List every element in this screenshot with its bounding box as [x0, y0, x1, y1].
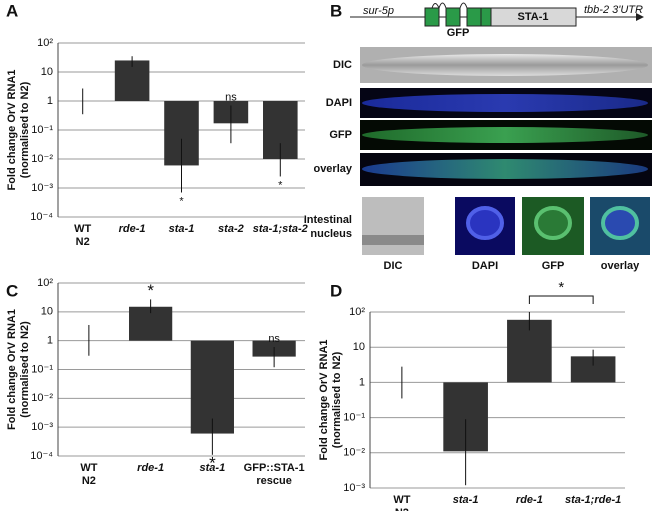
x-tick-label: sta-1;rde-1: [565, 494, 621, 506]
x-tick-label: WT: [80, 462, 97, 474]
x-tick-label: GFP::STA-1: [244, 462, 305, 474]
panel-letter: C: [6, 281, 18, 300]
y-tick-label: 10⁻¹: [31, 124, 53, 136]
x-tick-label: rde-1: [119, 223, 146, 235]
y-axis-label: (normalised to N2): [19, 321, 31, 418]
comparison-label: *: [558, 279, 564, 296]
x-tick-label: rde-1: [516, 494, 543, 506]
bar: [190, 340, 234, 434]
worm: [362, 54, 648, 76]
y-tick-label: 10²: [37, 277, 53, 289]
significance-label: *: [209, 453, 216, 472]
y-tick-label: 10²: [37, 37, 53, 49]
x-tick-label: N2: [76, 236, 90, 248]
x-tick-label: sta-1;sta-2: [253, 223, 308, 235]
y-tick-label: 1: [47, 95, 53, 107]
bar: [114, 60, 150, 101]
x-tick-label: sta-2: [218, 223, 244, 235]
x-tick-label: WT: [393, 494, 410, 506]
exon: [445, 7, 461, 27]
y-tick-label: 10: [41, 66, 53, 78]
row-label: overlay: [313, 163, 352, 175]
tag-label: GFP: [447, 27, 470, 39]
y-tick-label: 1: [359, 376, 365, 388]
x-tick-label: N2: [395, 507, 409, 511]
x-tick-label: sta-1: [453, 494, 479, 506]
x-tick-label: N2: [82, 475, 96, 487]
y-tick-label: 10⁻²: [31, 153, 53, 165]
y-axis-label: Fold change OrV RNA1: [318, 339, 330, 460]
x-tick-label: rde-1: [137, 462, 164, 474]
y-axis-label: (normalised to N2): [19, 81, 31, 178]
x-tick-label: sta-1: [200, 462, 226, 474]
x-tick-label: WT: [74, 223, 91, 235]
panel-letter: D: [330, 281, 342, 300]
nucleus-panel-label: GFP: [542, 260, 565, 272]
panel-letter: A: [6, 1, 18, 20]
y-tick-label: 10⁻²: [31, 392, 53, 404]
significance-label: *: [278, 179, 283, 191]
nucleus: [601, 206, 639, 240]
worm: [362, 94, 648, 112]
intron: [431, 2, 468, 9]
y-tick-label: 10: [353, 341, 365, 353]
nucleus-dic-detail: [362, 235, 424, 245]
exon: [480, 7, 492, 27]
y-tick-label: 10⁻³: [31, 182, 53, 194]
y-tick-label: 10⁻¹: [343, 412, 365, 424]
exon: [466, 7, 482, 27]
worm: [362, 127, 648, 143]
x-tick-label: sta-1: [169, 223, 195, 235]
y-tick-label: 10⁻³: [343, 482, 365, 494]
x-tick-label: rescue: [256, 475, 291, 487]
comparison-bracket: [528, 295, 594, 304]
y-tick-label: 10⁻²: [343, 447, 365, 459]
significance-label: *: [179, 195, 184, 207]
y-tick-label: 10⁻³: [31, 421, 53, 433]
arrow-head: [636, 13, 644, 21]
nucleus-panel-label: overlay: [601, 260, 640, 272]
nucleus: [534, 206, 572, 240]
promoter-label: sur-5p: [363, 5, 394, 17]
y-tick-label: 10²: [349, 306, 365, 318]
y-tick-label: 10⁻⁴: [30, 211, 53, 223]
row-label: DIC: [333, 59, 352, 71]
y-axis-label: Fold change OrV RNA1: [6, 69, 18, 190]
exon: [424, 7, 440, 27]
nucleus-panel-label: DAPI: [472, 260, 498, 272]
y-tick-label: 10⁻¹: [31, 363, 53, 375]
nucleus: [466, 206, 504, 240]
row-label: GFP: [329, 129, 352, 141]
gene-box: [490, 7, 577, 27]
y-axis-label: (normalised to N2): [331, 351, 343, 448]
significance-label: *: [147, 281, 154, 300]
gene-label: STA-1: [518, 11, 549, 23]
row-label: DAPI: [326, 97, 352, 109]
significance-label: ns: [268, 333, 280, 345]
significance-label: ns: [225, 91, 237, 103]
panel-letter: B: [330, 1, 342, 20]
y-axis-label: Fold change OrV RNA1: [6, 309, 18, 430]
nucleus-label: Intestinal: [304, 214, 352, 226]
y-tick-label: 10: [41, 306, 53, 318]
nucleus-panel-label: DIC: [384, 260, 403, 272]
nucleus-label: nucleus: [310, 228, 352, 240]
y-tick-label: 1: [47, 335, 53, 347]
nucleus-dic: [362, 197, 424, 255]
utr-label: tbb-2 3'UTR: [584, 4, 643, 16]
y-tick-label: 10⁻⁴: [30, 450, 53, 462]
worm: [362, 159, 648, 179]
